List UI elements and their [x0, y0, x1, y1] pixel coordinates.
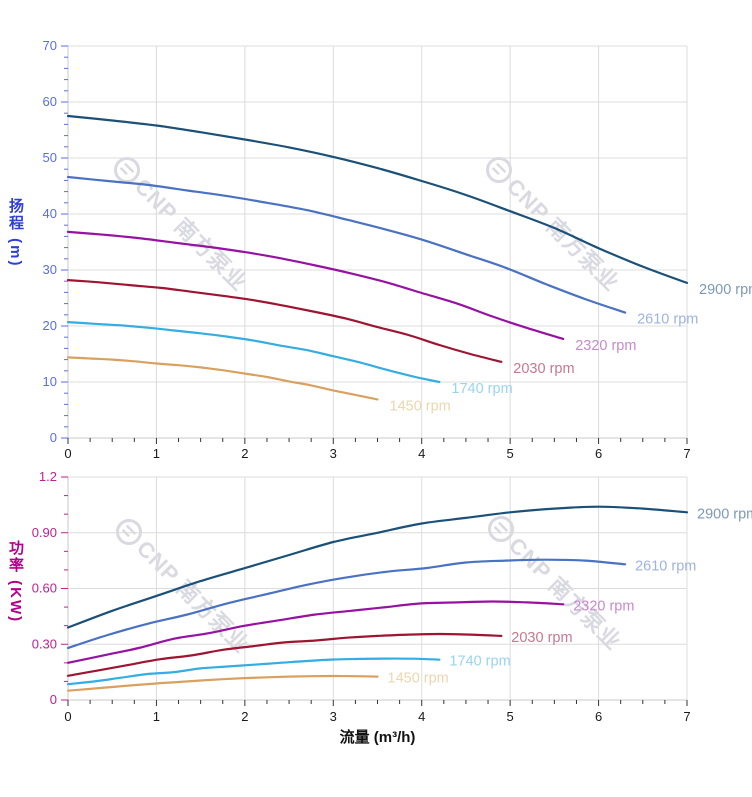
curve-2610-rpm	[66, 558, 627, 650]
series-label-2030-rpm: 2030 rpm	[511, 630, 572, 646]
series-label-1450-rpm: 1450 rpm	[388, 671, 449, 687]
series-label-2610-rpm: 2610 rpm	[637, 312, 698, 328]
series-label-2030-rpm: 2030 rpm	[513, 361, 574, 377]
curve-2320-rpm	[66, 600, 565, 664]
brand-logo-icon	[493, 521, 509, 535]
brand-watermark: CNP 南方泵业	[486, 157, 624, 296]
y-tick-label: 30	[43, 262, 57, 277]
curve-2900-rpm	[66, 505, 689, 629]
x-tick-label: 3	[330, 446, 337, 461]
flow-axis-title: 流量 (m³/h)	[339, 729, 416, 746]
x-tick-label: 1	[153, 446, 160, 461]
x-tick-label: 6	[595, 709, 602, 724]
x-tick-label: 2	[241, 709, 248, 724]
series-label-2610-rpm: 2610 rpm	[635, 558, 696, 574]
x-tick-label: 1	[153, 709, 160, 724]
y-tick-label: 20	[43, 318, 57, 333]
curve-2030-rpm	[66, 632, 503, 677]
x-tick-label: 5	[507, 446, 514, 461]
series-label-2320-rpm: 2320 rpm	[575, 338, 636, 354]
y-tick-label: 70	[43, 38, 57, 53]
power-chart: 0 0.30 0.60 0.90 1.2 0 1 2 3 4 5 6 7 2900 rpm 2610 rpm…	[32, 469, 752, 724]
series-label-2900-rpm: 2900 rpm	[699, 282, 752, 298]
y-tick-label: 10	[43, 374, 57, 389]
x-tick-label: 0	[64, 446, 71, 461]
series-label-2900-rpm: 2900 rpm	[697, 506, 752, 522]
curve-2610-rpm	[66, 175, 627, 314]
curve-1450-rpm	[66, 674, 379, 692]
curve-1740-rpm	[66, 321, 441, 384]
brand-logo-icon	[486, 157, 512, 183]
power-axis-title: 功率 (KW)	[7, 540, 24, 624]
power-axis-unit: (KW)	[7, 580, 24, 624]
y-tick-label: 50	[43, 150, 57, 165]
brand-logo-icon	[116, 519, 142, 545]
y-tick-label: 1.2	[39, 469, 57, 484]
x-tick-label: 0	[64, 709, 71, 724]
brand-watermark: CNP 南方泵业	[114, 157, 252, 296]
series-label-1740-rpm: 1740 rpm	[451, 381, 512, 397]
series-label-1740-rpm: 1740 rpm	[449, 654, 510, 670]
watermark-text: CNP 南方泵业	[502, 174, 624, 296]
curve-2900-rpm	[66, 114, 689, 284]
x-tick-label: 6	[595, 446, 602, 461]
y-tick-label: 0.90	[32, 525, 57, 540]
series-label-1450-rpm: 1450 rpm	[390, 398, 451, 414]
y-tick-label: 0	[50, 430, 57, 445]
x-tick-label: 7	[683, 446, 690, 461]
x-tick-label: 7	[683, 709, 690, 724]
brand-logo-icon	[487, 516, 514, 542]
brand-logo-icon	[121, 524, 137, 538]
y-tick-label: 60	[43, 94, 57, 109]
series-label-2320-rpm: 2320 rpm	[573, 598, 634, 614]
y-tick-label: 0.30	[32, 636, 57, 651]
curve-1740-rpm	[66, 657, 441, 686]
power-axis-title-text: 功率	[7, 540, 24, 574]
watermark-text: CNP 南方泵业	[132, 536, 254, 658]
brand-logo-icon	[119, 162, 135, 176]
x-tick-label: 2	[241, 446, 248, 461]
x-tick-label: 5	[507, 709, 514, 724]
curve-1450-rpm	[66, 356, 379, 401]
curve-2030-rpm	[66, 279, 503, 363]
head-axis-unit: (m)	[7, 238, 24, 268]
head-axis-title-text: 扬程	[7, 198, 24, 232]
head-axis-title: 扬程 (m)	[7, 198, 24, 268]
x-tick-label: 4	[418, 709, 425, 724]
curve-2320-rpm	[66, 230, 565, 340]
x-tick-label: 4	[418, 446, 425, 461]
x-tick-label: 3	[330, 709, 337, 724]
y-tick-label: 0	[50, 692, 57, 707]
y-tick-label: 0.60	[32, 581, 57, 596]
brand-logo-icon	[491, 162, 507, 176]
y-tick-label: 40	[43, 206, 57, 221]
brand-logo-icon	[114, 157, 140, 183]
